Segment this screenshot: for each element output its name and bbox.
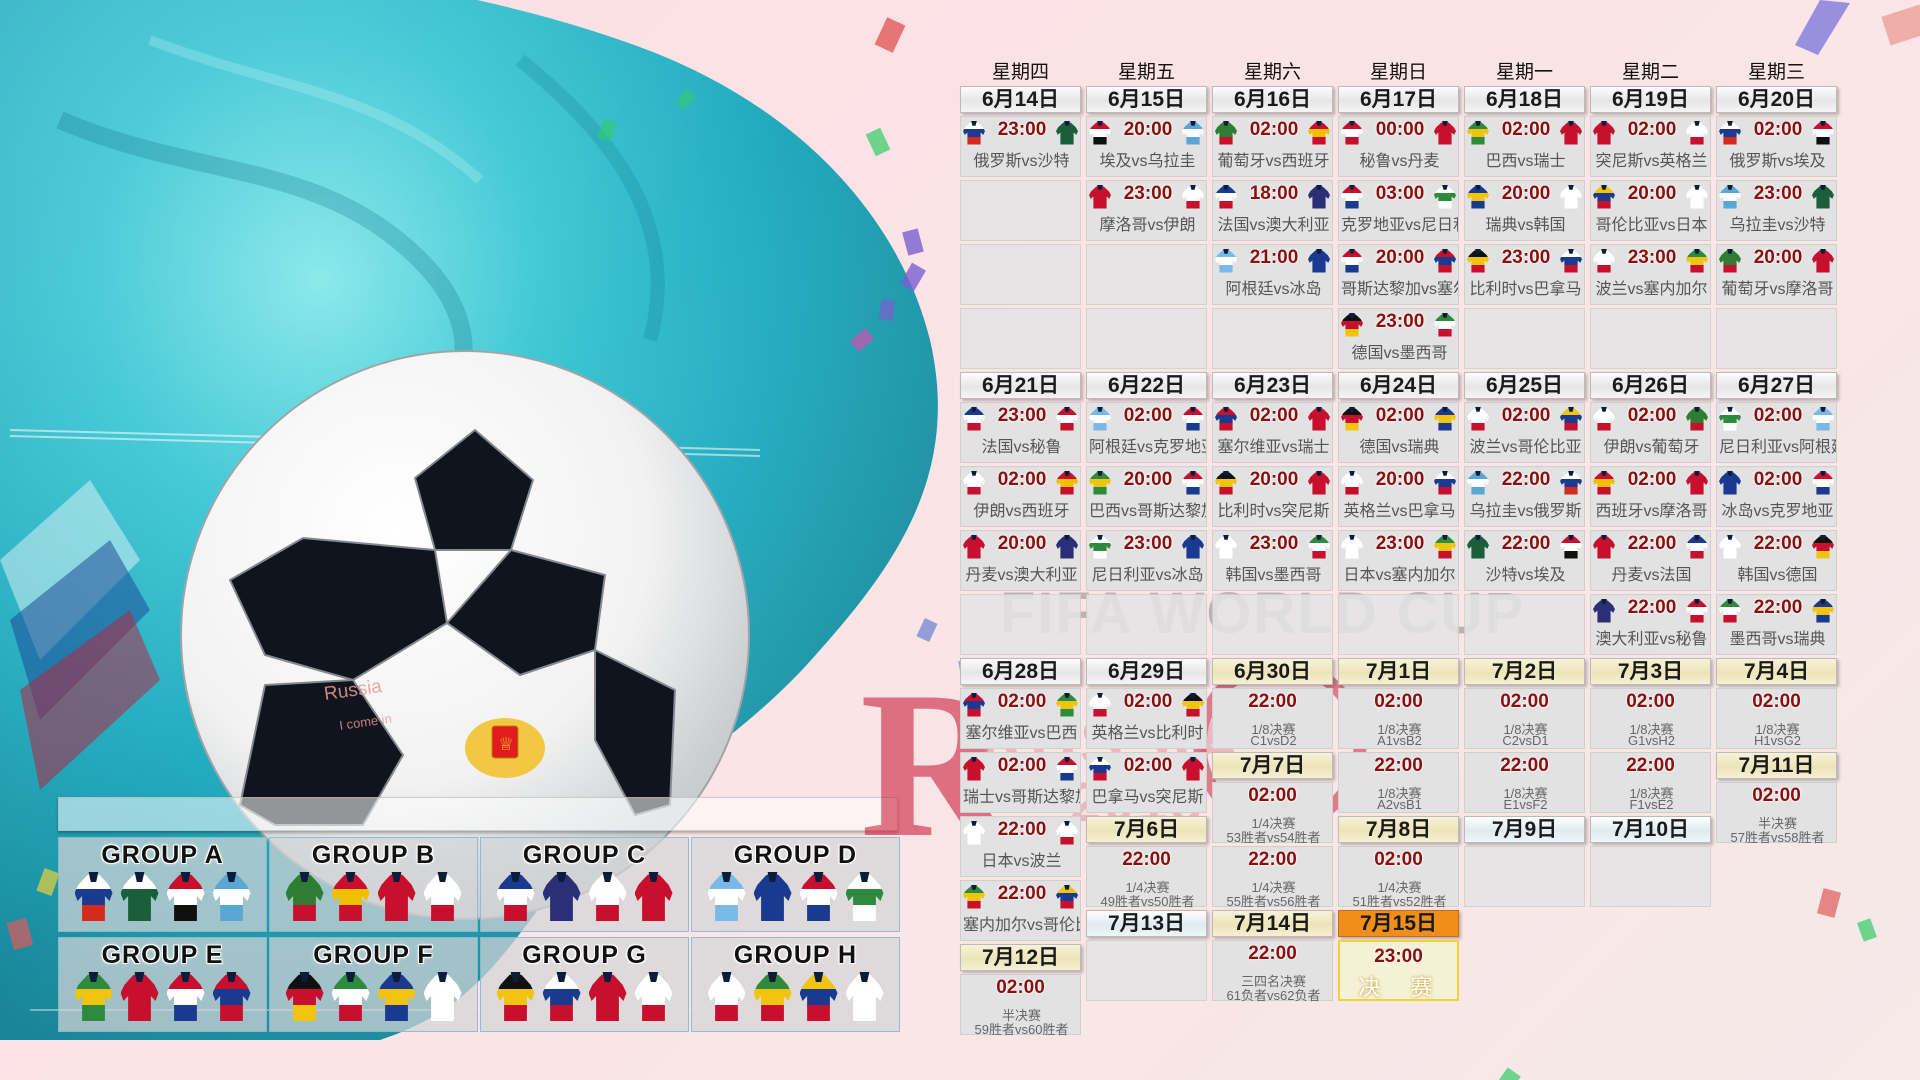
- svg-text:♕: ♕: [498, 734, 514, 754]
